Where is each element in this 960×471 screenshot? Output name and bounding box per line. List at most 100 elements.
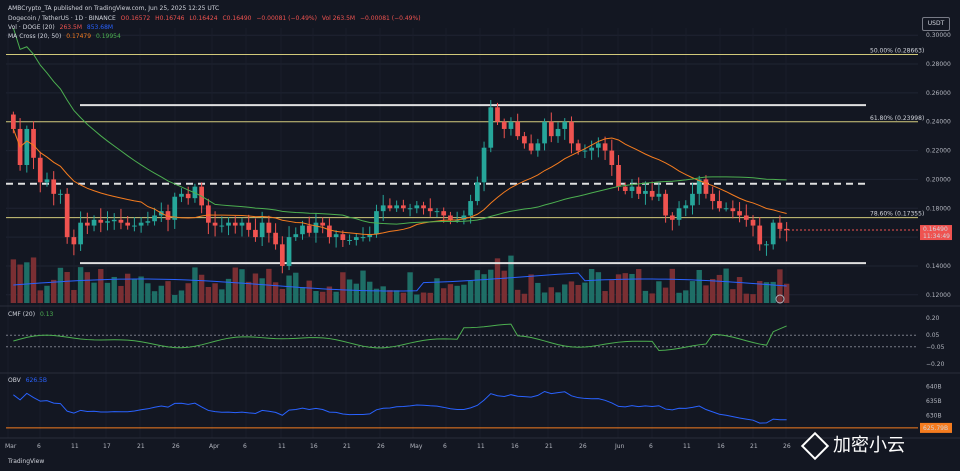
volume-bar [461, 284, 467, 303]
candle-body [488, 107, 494, 148]
volume-bar [145, 283, 151, 303]
volume-bar [501, 270, 507, 303]
candle-body [636, 186, 642, 194]
volume-bar [71, 289, 77, 303]
candle-body [401, 205, 406, 209]
ohlc-change: −0.00081 (−0.49%) [256, 15, 317, 22]
price-tick-label: 0.24000 [926, 119, 951, 126]
time-tick-label: 17 [103, 443, 111, 450]
candle-body [380, 205, 386, 212]
obv-legend-name: OBV [8, 377, 21, 384]
volume-bar [340, 272, 346, 303]
ma20-line [12, 128, 787, 236]
ohlc-high: H0.16746 [155, 15, 185, 22]
volume-bar [360, 270, 366, 303]
candle-body [474, 182, 480, 202]
volume-bar [743, 293, 749, 303]
fib-level-label: 50.00% (0.28663) [870, 47, 924, 54]
candle-body [481, 147, 487, 183]
vol-legend-name: Vol · DOGE (20) [8, 24, 55, 31]
price-tick-label: 0.26000 [926, 90, 951, 97]
candle-body [172, 196, 178, 220]
candle-body [468, 201, 473, 216]
symbol-line: Dogecoin / TetherUS · 1D · BINANCE O0.16… [8, 15, 424, 22]
volume-bar [488, 269, 494, 303]
volume-bar [293, 272, 299, 303]
price-tick-label: 0.28000 [926, 61, 951, 68]
volume-bar [609, 280, 615, 303]
time-tick-label: Jun [614, 443, 625, 450]
diamond-logo-icon [800, 431, 830, 461]
volume-bar [279, 288, 286, 303]
symbol-name[interactable]: Dogecoin / TetherUS · 1D · BINANCE [8, 15, 116, 22]
candle-body [750, 219, 756, 226]
candle-body [622, 186, 628, 191]
volume-bar [185, 283, 191, 303]
volume-bar [508, 255, 514, 303]
candle-body [24, 128, 30, 165]
candle-body [394, 205, 399, 209]
volume-bar [575, 284, 581, 303]
volume-bar [400, 292, 407, 303]
volume-bar [57, 267, 64, 303]
candle-body [629, 186, 635, 191]
candle-body [723, 208, 729, 210]
volume-bar [232, 267, 238, 303]
candle-body [407, 208, 413, 210]
volume-bar [319, 291, 326, 303]
volume-bar [763, 282, 770, 303]
candle-body [703, 179, 709, 194]
obv-legend[interactable]: OBV 626.5B [8, 377, 50, 384]
obv-current-badge [920, 422, 952, 433]
price-axis: 0.30000 0.28000 0.26000 0.24000 0.22000 0.200… [775, 32, 952, 304]
time-tick-label: 21 [545, 443, 553, 450]
candle-body [347, 239, 352, 241]
candle-body [676, 208, 682, 220]
ohlc-open: O0.16572 [120, 15, 151, 22]
current-price-badge [920, 225, 952, 241]
volume-bar [346, 279, 353, 303]
candle-body [84, 222, 90, 226]
cmf-legend-value: 0.13 [39, 311, 54, 318]
candle-body [387, 205, 393, 209]
candle-body [246, 222, 252, 230]
candle-body [609, 150, 615, 165]
volume-bar [131, 279, 138, 303]
volume-bar [642, 290, 649, 303]
volume-bar [198, 274, 205, 303]
volume-bar [723, 268, 729, 303]
currency-button[interactable]: USDT [922, 17, 950, 31]
candle-body [132, 225, 137, 227]
volume-bar [602, 291, 608, 303]
volume-bar [716, 274, 723, 303]
candle-body [656, 193, 662, 197]
candle-body [105, 221, 110, 223]
volume-bar [51, 279, 57, 303]
volume-bar [750, 294, 756, 303]
candle-body [300, 225, 305, 235]
time-tick-label: 16 [717, 443, 725, 450]
volume-bar [447, 284, 454, 303]
volume-bar [299, 287, 306, 303]
cmf-legend[interactable]: CMF (20) 0.13 [8, 311, 56, 318]
ohlc-low: L0.16424 [189, 15, 218, 22]
obv-pane: 640B 635B 630B 625.79B [0, 372, 960, 433]
time-tick-label: 6 [37, 443, 41, 450]
volume-bar [77, 267, 84, 303]
vol-legend[interactable]: Vol · DOGE (20) 263.5M 853.68M [8, 24, 116, 31]
candle-body [306, 225, 312, 233]
volume-bar [326, 286, 333, 303]
volume-bar [595, 272, 602, 303]
candle-body [11, 114, 16, 129]
candle-body [367, 234, 373, 238]
candle-body [448, 215, 453, 220]
obv-legend-value: 626.5B [25, 377, 47, 384]
price-levels: 50.00% (0.28663) 61.80% (0.23998) 78.60% (… [6, 47, 924, 265]
candle-body [353, 237, 359, 240]
ma-legend[interactable]: MA Cross (20, 50) 0.17479 0.19954 [8, 33, 124, 40]
candle-body [528, 143, 534, 151]
volume-bar [454, 285, 460, 303]
ohlc-close: C0.16490 [222, 15, 252, 22]
volume-bar [266, 268, 272, 303]
